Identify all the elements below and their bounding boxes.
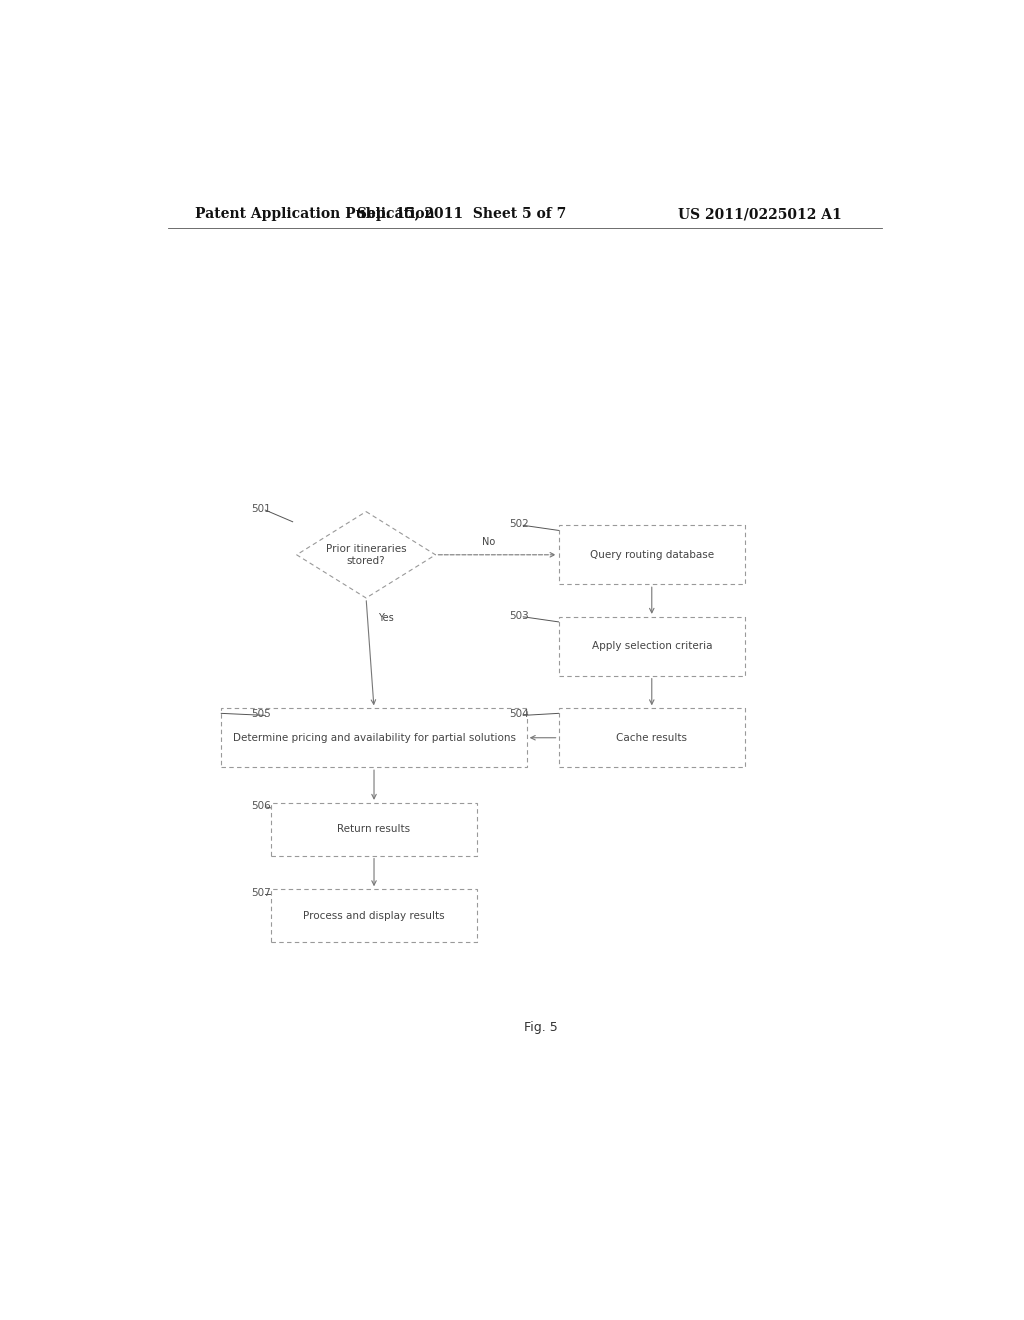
Text: Yes: Yes	[378, 614, 394, 623]
Text: Cache results: Cache results	[616, 733, 687, 743]
Text: Sep. 15, 2011  Sheet 5 of 7: Sep. 15, 2011 Sheet 5 of 7	[356, 207, 566, 222]
Text: Prior itineraries
stored?: Prior itineraries stored?	[326, 544, 407, 565]
Text: 501: 501	[251, 504, 270, 513]
Text: Apply selection criteria: Apply selection criteria	[592, 642, 712, 651]
Text: 507: 507	[251, 888, 270, 898]
Text: 504: 504	[509, 709, 528, 719]
Text: 503: 503	[509, 611, 528, 620]
Text: No: No	[482, 537, 496, 546]
Text: US 2011/0225012 A1: US 2011/0225012 A1	[679, 207, 842, 222]
Bar	[270, 803, 477, 855]
Bar	[221, 709, 526, 767]
Text: Process and display results: Process and display results	[303, 911, 444, 920]
Bar	[270, 890, 477, 942]
Text: Determine pricing and availability for partial solutions: Determine pricing and availability for p…	[232, 733, 515, 743]
Text: Return results: Return results	[338, 824, 411, 834]
Text: Patent Application Publication: Patent Application Publication	[196, 207, 435, 222]
Bar	[558, 709, 745, 767]
Text: 505: 505	[251, 709, 270, 719]
Text: 506: 506	[251, 801, 270, 810]
Bar	[558, 616, 745, 676]
Text: Fig. 5: Fig. 5	[524, 1020, 557, 1034]
Text: Query routing database: Query routing database	[590, 550, 714, 560]
Text: 502: 502	[509, 519, 528, 529]
Bar	[558, 525, 745, 585]
